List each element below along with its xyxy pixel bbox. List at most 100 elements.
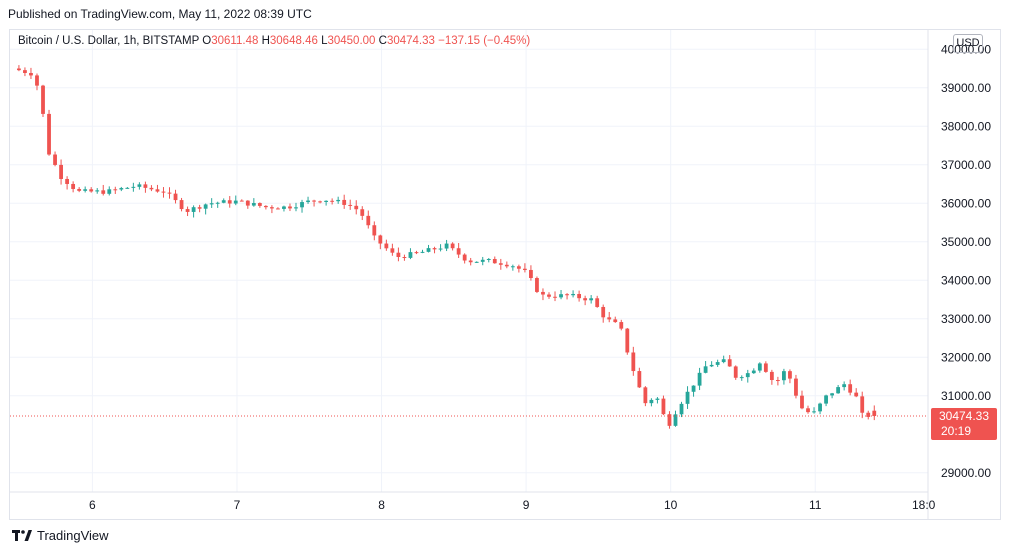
candle-body [643,387,648,404]
candle-body [233,200,238,204]
y-tick-label: 39000.00 [941,81,991,95]
y-tick-label: 37000.00 [941,158,991,172]
candle-body [661,398,666,415]
last-price-value: 30474.33 [939,409,989,423]
candle-body [788,371,792,379]
high-value: 30648.46 [269,35,318,47]
candle-body [631,352,636,372]
candle-body [872,410,877,416]
candle-body [498,263,503,265]
candle-body [559,294,563,298]
candle-body [47,113,51,155]
low-value: 30450.00 [327,35,376,47]
candle-body [601,306,606,318]
candle-body [185,209,190,212]
candle-body [390,248,395,253]
candle-body [649,399,654,404]
candle-body [486,258,491,260]
candle-body [342,199,347,205]
candle-body [179,200,184,210]
candle-body [806,408,810,413]
candle-body [535,278,539,292]
candle-body [703,366,708,373]
candle-body [173,193,178,201]
candle-body [842,384,847,388]
candle-body [709,364,714,367]
candle-body [420,251,425,253]
candle-body [59,164,63,179]
candle-body [577,293,582,299]
brand-name: TradingView [37,528,109,543]
symbol-title[interactable]: Bitcoin / U.S. Dollar, 1h, BITSTAMP [18,35,200,47]
candle-body [757,363,762,371]
candle-body [191,207,196,212]
candle-body [613,319,618,323]
candle-body [402,257,407,259]
candle-body [800,395,804,409]
candle-body [161,191,166,193]
candle-body [595,298,600,307]
candle-body [414,252,419,254]
candle-body [263,205,268,208]
candle-body [282,206,286,209]
candle-body [745,373,750,378]
candle-body [197,207,202,209]
candle-body [318,201,322,203]
candle-body [818,403,822,412]
candle-body [860,396,865,413]
candle-body [607,317,612,320]
candle-body [625,328,630,353]
candle-body [474,261,479,263]
candle-body [354,205,359,210]
brand-footer[interactable]: TradingView [12,528,109,543]
x-tick-label: 6 [89,498,96,512]
y-tick-label: 33000.00 [941,312,991,326]
candle-body [848,384,853,393]
candle-body [679,403,684,415]
candle-body [89,189,94,192]
currency-button[interactable]: USD [953,34,983,53]
candle-body [257,203,262,206]
candle-body [450,243,455,249]
candle-body [330,200,335,202]
candle-body [29,72,33,76]
candle-body [360,209,365,216]
candle-body [65,178,70,184]
candle-body [209,203,214,205]
x-tick-label: 10 [664,498,678,512]
x-tick-label: 9 [523,498,530,512]
candle-body [444,243,449,249]
candle-body [125,187,130,189]
candle-body [637,371,642,388]
candle-body [378,235,383,244]
x-tick-label: 8 [378,498,385,512]
candle-body [396,252,401,258]
candle-body [529,269,533,279]
y-tick-label: 35000.00 [941,235,991,249]
y-tick-label: 34000.00 [941,273,991,287]
candle-body [655,398,660,400]
candle-body [215,202,220,204]
candle-body [727,359,732,367]
candle-body [836,387,841,394]
chart-frame [9,29,1001,520]
candle-body [721,359,726,363]
candle-body [504,264,509,267]
candle-body [571,293,575,296]
candle-body [270,207,274,209]
candle-body [95,190,100,192]
candle-body [77,188,82,191]
candle-body [408,252,413,258]
candle-body [522,268,527,270]
close-label: C [378,35,387,47]
candle-countdown: 20:19 [941,424,971,438]
candle-body [137,184,142,187]
candle-body [438,248,443,250]
y-tick-label: 31000.00 [941,389,991,403]
y-tick-label: 38000.00 [941,119,991,133]
candle-body [71,183,76,189]
candle-body [667,414,672,426]
candle-body [432,248,437,250]
candle-body [372,225,377,236]
